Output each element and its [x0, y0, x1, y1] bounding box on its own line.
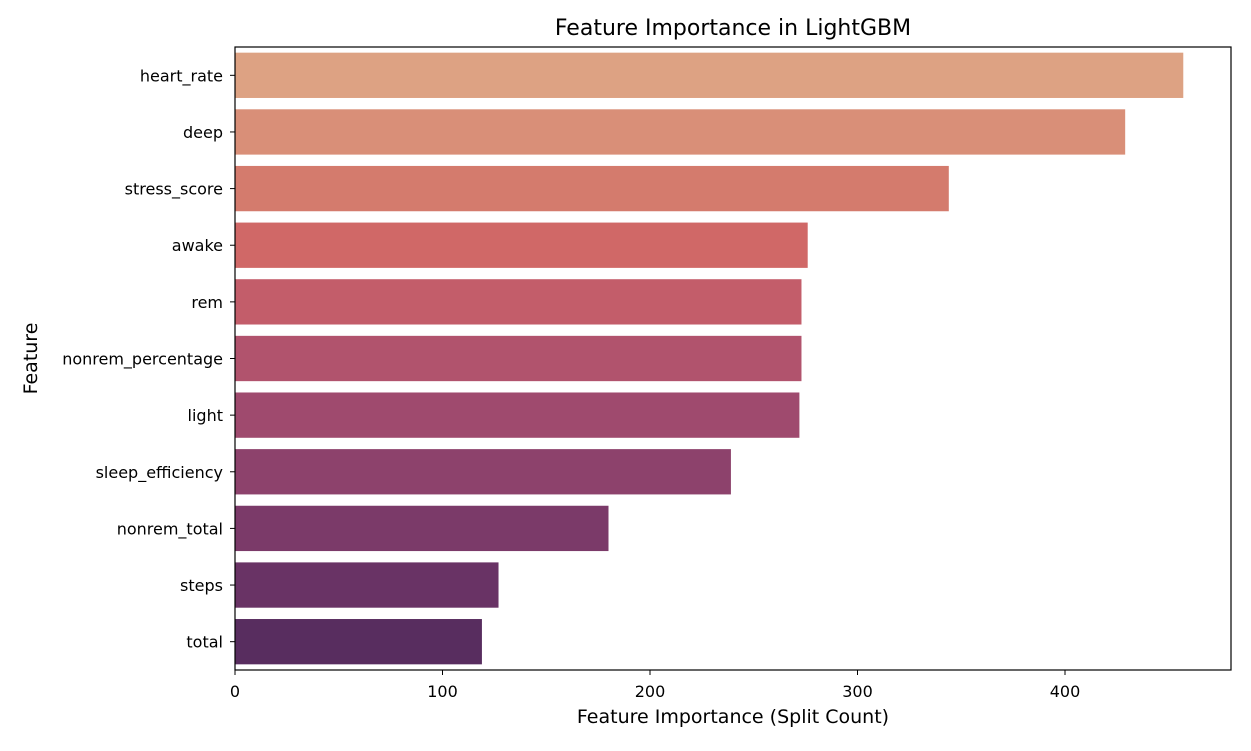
bar-heart_rate	[235, 52, 1184, 98]
bars-layer	[235, 52, 1184, 665]
bar-total	[235, 619, 482, 665]
bar-stress_score	[235, 165, 949, 212]
y-tick-label: nonrem_percentage	[62, 350, 223, 370]
plot-frame	[234, 46, 1232, 671]
y-tick-label: deep	[183, 123, 223, 142]
x-tick-label: 400	[1050, 682, 1081, 701]
x-tick-label: 200	[635, 682, 666, 701]
bar-nonrem_percentage	[235, 335, 802, 382]
bar-nonrem_total	[235, 505, 609, 552]
x-tick-label: 100	[427, 682, 458, 701]
bar-sleep_efficiency	[235, 449, 731, 495]
y-tick-label: total	[186, 633, 223, 652]
bar-awake	[235, 222, 808, 268]
x-axis-label: Feature Importance (Split Count)	[577, 706, 889, 728]
x-tick-label: 0	[230, 682, 240, 701]
x-tick-label: 300	[842, 682, 873, 701]
y-tick-label: sleep_efficiency	[96, 463, 223, 483]
bar-light	[235, 392, 800, 438]
x-ticks: 0 100 200 300 400	[230, 670, 1080, 701]
y-tick-label: light	[188, 406, 223, 425]
chart-title: Feature Importance in LightGBM	[555, 16, 911, 41]
y-tick-label: stress_score	[125, 180, 223, 200]
y-tick-label: nonrem_total	[117, 519, 223, 539]
y-tick-label: heart_rate	[140, 66, 223, 86]
y-tick-label: awake	[172, 236, 223, 255]
y-axis-label: Feature	[20, 323, 42, 395]
y-tick-label: rem	[191, 293, 223, 312]
bar-steps	[235, 562, 499, 608]
bar-deep	[235, 109, 1126, 155]
bar-rem	[235, 279, 802, 325]
y-tick-label: steps	[180, 576, 223, 595]
